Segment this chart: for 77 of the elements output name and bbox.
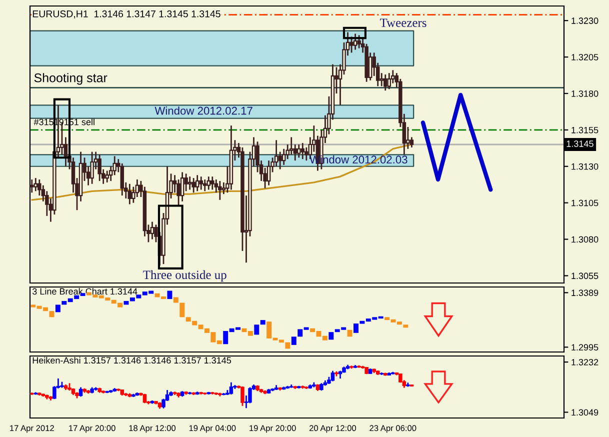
x-tick-label: 19 Apr 20:00 (250, 425, 296, 433)
bar (291, 336, 296, 345)
bar (260, 320, 266, 325)
candlestick (202, 178, 207, 192)
bar (167, 290, 172, 300)
candlestick (357, 34, 361, 49)
candlestick (128, 183, 132, 205)
x-tick-label: 20 Apr 12:00 (310, 425, 356, 433)
candlestick (34, 177, 38, 192)
bar (403, 324, 408, 328)
candlestick (176, 178, 180, 206)
candlestick (199, 176, 203, 190)
candlestick (248, 386, 252, 404)
candlestick (406, 126, 410, 150)
candlestick (353, 33, 358, 50)
candlestick (350, 36, 354, 54)
candlestick (384, 74, 388, 92)
candlestick (78, 386, 83, 398)
y-tick-label: 1.3180 (572, 90, 598, 97)
bar (173, 297, 178, 303)
y-tick-label: 1.3080 (572, 236, 598, 243)
y-tick-label: 1.3130 (572, 163, 598, 170)
candlestick (282, 148, 286, 166)
candlestick (98, 154, 102, 182)
ref-line-label: 1.3145 (566, 140, 594, 147)
candlestick (304, 146, 308, 162)
y-tick-label: 1.3105 (572, 200, 598, 206)
band-label: Window 2012.02.17 (154, 106, 252, 115)
candlestick (195, 174, 200, 192)
candlestick (289, 136, 294, 156)
ref-line-label: Shooting star (34, 73, 108, 85)
annotation: Three outside up (143, 270, 226, 282)
y-tick-label: 1.3230 (572, 18, 598, 24)
y-tick-label: 1.3389 (572, 290, 598, 296)
x-tick-label: 23 Apr 06:00 (370, 425, 416, 433)
candlestick (266, 160, 271, 186)
candlestick (188, 176, 192, 190)
candlestick (240, 386, 244, 407)
candlestick (180, 172, 184, 202)
line-series (420, 92, 493, 192)
y-tick-label: 1.3205 (572, 54, 598, 60)
candlestick (210, 176, 214, 190)
y-tick-label: 1.2995 (572, 344, 598, 351)
candlestick (218, 180, 222, 201)
candlestick (30, 178, 34, 194)
candlestick (229, 382, 234, 396)
bar (285, 342, 290, 349)
candlestick (206, 176, 210, 190)
chart-title: EURUSD,H1 1.3146 1.3147 1.3145 1.3145 (32, 10, 220, 18)
chart-title: Heiken-Ashi 1.3157 1.3146 1.3146 1.3157 1.3145 (32, 356, 232, 364)
candlestick (387, 72, 392, 90)
x-tick-label: 17 Apr 20:00 (69, 425, 116, 433)
x-tick-label: 18 Apr 12:00 (129, 425, 176, 433)
bar (347, 330, 352, 337)
y-tick-label: 1.3055 (572, 272, 598, 280)
candlestick (90, 151, 94, 185)
candlestick (154, 224, 158, 243)
candlestick (120, 162, 124, 196)
x-tick-label: 17 Apr 2012 (10, 425, 54, 433)
bar (328, 332, 334, 340)
candlestick (300, 142, 305, 160)
bar (49, 311, 54, 318)
bar (254, 324, 260, 335)
bar (180, 302, 185, 318)
x-tick-label: 19 Apr 04:00 (189, 425, 236, 433)
y-tick-label: 1.3155 (572, 126, 598, 134)
candlestick (184, 172, 188, 192)
y-tick-label: 1.3232 (572, 359, 598, 366)
candlestick (105, 170, 109, 184)
candlestick (278, 151, 282, 170)
annotation: Tweezers (380, 18, 426, 28)
candlestick (297, 144, 301, 158)
candlestick (330, 370, 335, 382)
y-tick-label: 1.3049 (572, 409, 598, 416)
bar (55, 304, 60, 312)
candlestick (150, 221, 154, 240)
candlestick (192, 177, 196, 194)
